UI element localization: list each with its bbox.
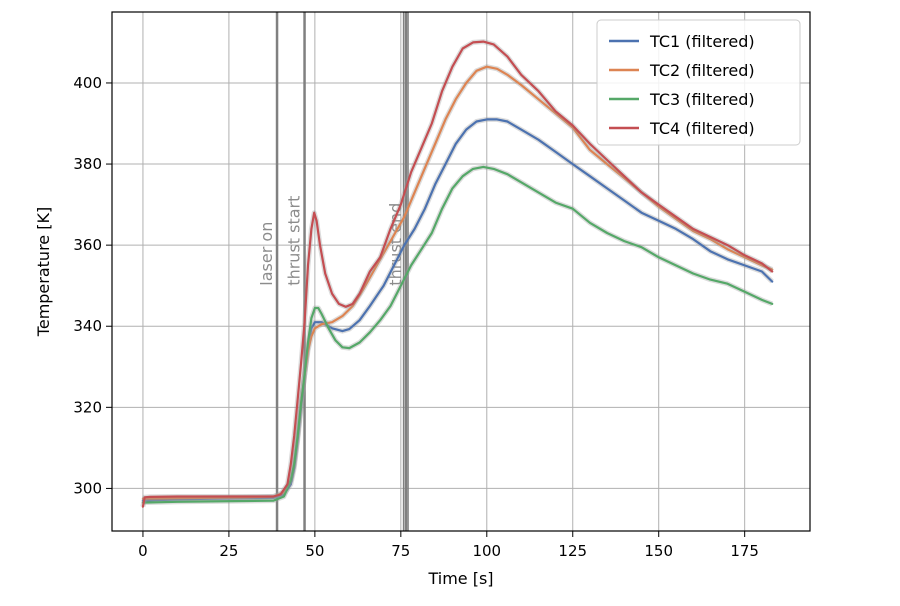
x-tick-label: 25 [219,542,238,560]
y-tick-label: 400 [73,74,102,92]
x-tick-label: 0 [138,542,148,560]
legend-box [596,19,801,146]
legend-entry: TC4 (filtered) [649,119,755,138]
series-line-tc3 [141,165,774,504]
y-tick-label: 300 [73,479,102,497]
x-tick-label: 150 [644,542,673,560]
x-tick-label: 175 [730,542,759,560]
plot-frame [111,11,811,532]
x-tick-label: 75 [391,542,410,560]
y-tick-label: 320 [73,398,102,416]
x-tick-label: 100 [472,542,501,560]
y-tick-label: 360 [73,236,102,254]
series-lines [140,39,774,508]
x-tick-label: 50 [305,542,324,560]
series-line-tc1 [141,118,774,502]
event-lines: laser on thrust start thrust end [257,12,409,531]
series-line-tc4 [141,40,774,508]
x-axis-label: Time [s] [427,569,493,588]
y-axis-ticks: 300 320 340 360 380 400 [73,74,112,497]
legend-entry: TC3 (filtered) [649,90,755,109]
x-axis-ticks: 0 25 50 75 100 125 150 175 [138,531,759,560]
event-label: thrust start [285,196,304,286]
y-axis-label: Temperature [K] [34,207,53,337]
legend: TC1 (filtered) TC2 (filtered) TC3 (filtere… [596,19,801,146]
y-tick-label: 380 [73,155,102,173]
legend-entry: TC1 (filtered) [649,32,755,51]
x-tick-label: 125 [558,542,587,560]
event-label: laser on [257,222,276,286]
legend-entry: TC2 (filtered) [649,61,755,80]
y-tick-label: 340 [73,317,102,335]
series-raw-band [142,116,774,504]
